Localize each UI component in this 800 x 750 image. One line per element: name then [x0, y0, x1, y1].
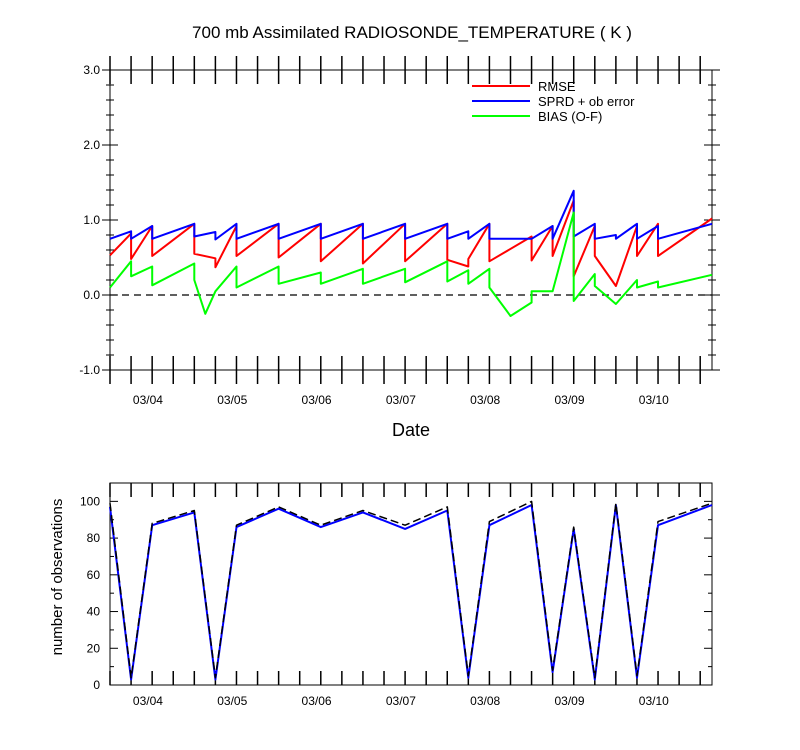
x-tick-label: 03/09 [554, 694, 584, 708]
x-tick-label: 03/05 [217, 694, 247, 708]
x-tick-label: 03/07 [386, 393, 416, 407]
series-line-possible [109, 500, 713, 679]
y-tick-label: 20 [87, 641, 101, 655]
chart-title: 700 mb Assimilated RADIOSONDE_TEMPERATUR… [192, 23, 632, 42]
rmse-spread-bias-panel: -1.0 0.0 1.0 2.0 3.0 03/04 03/05 03/06 03/07 03/0… [79, 56, 720, 407]
x-axis-label: Date [392, 420, 430, 440]
y-tick-label: 80 [87, 531, 101, 545]
x-tick-label: 03/06 [302, 393, 332, 407]
y-tick-label: 1.0 [83, 213, 100, 227]
x-tick-label: 03/09 [554, 393, 584, 407]
top-plot-frame [109, 69, 713, 371]
x-tick-label: 03/04 [133, 393, 163, 407]
x-tick-label: 03/05 [217, 393, 247, 407]
legend-label-rmse: RMSE [538, 79, 576, 94]
legend-label-bias-o-f: BIAS (O-F) [538, 109, 602, 124]
y-tick-label: 100 [80, 494, 100, 508]
bottom-plot-frame [109, 482, 713, 686]
y-tick-label: 60 [87, 568, 101, 582]
y-tick-label: -1.0 [79, 363, 100, 377]
series-line-rmse [109, 199, 713, 287]
y-tick-label: 2.0 [83, 138, 100, 152]
x-tick-label: 03/04 [133, 694, 163, 708]
series-line-used [109, 504, 713, 681]
x-tick-label: 03/08 [470, 393, 500, 407]
series-line-sprd-ob-error [109, 189, 713, 241]
observation-count-panel: 0 20 40 60 80 100 03/04 03/05 03/06 03/07 03/08 03/… [80, 482, 713, 708]
y-tick-label: 0.0 [83, 288, 100, 302]
y-tick-label: 40 [87, 605, 101, 619]
x-tick-label: 03/10 [639, 694, 669, 708]
y-tick-label: 3.0 [83, 63, 100, 77]
x-tick-label: 03/06 [302, 694, 332, 708]
legend-label-sprd-ob-error: SPRD + ob error [538, 94, 635, 109]
y-tick-label: 0 [93, 678, 100, 692]
y-axis-label-observations: number of observations [49, 499, 66, 656]
x-tick-label: 03/10 [639, 393, 669, 407]
series-line-bias-o-f [109, 211, 713, 317]
x-tick-label: 03/07 [386, 694, 416, 708]
x-tick-label: 03/08 [470, 694, 500, 708]
